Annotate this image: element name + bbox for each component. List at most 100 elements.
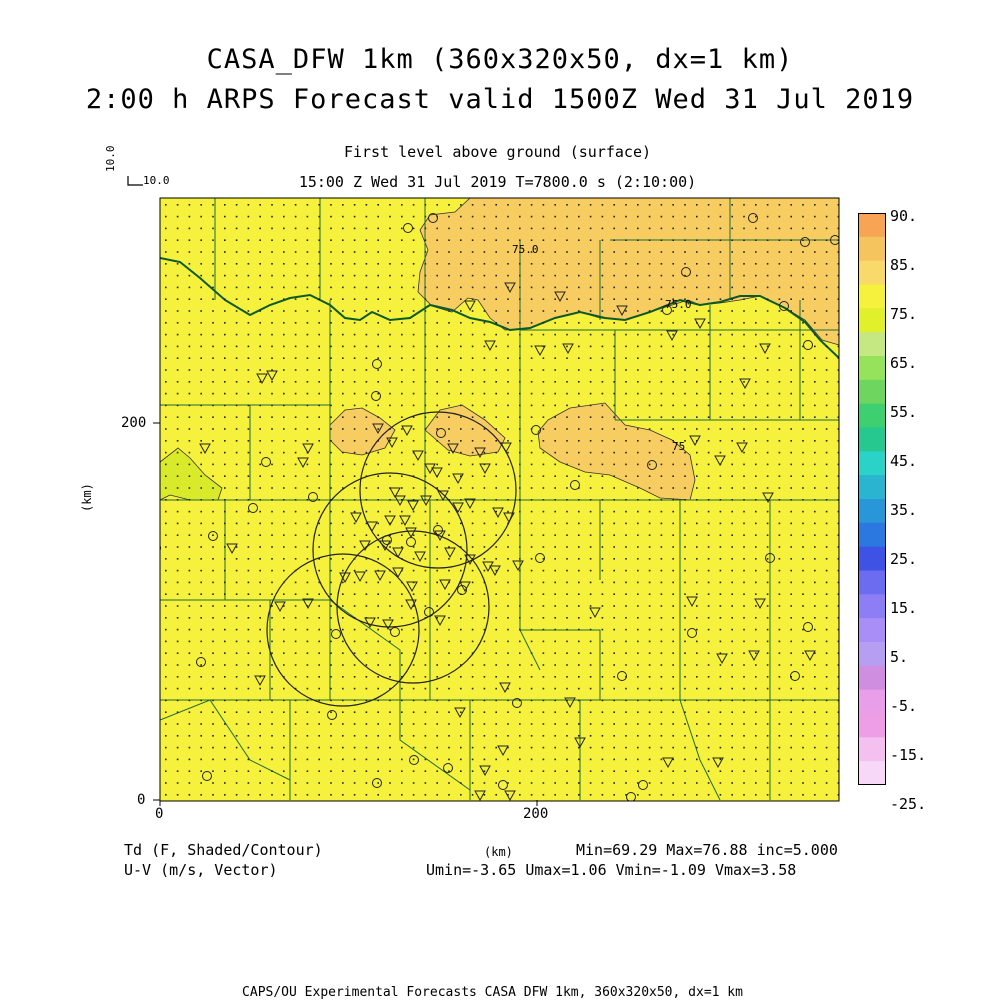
wind-vector bbox=[306, 640, 309, 643]
wind-vector bbox=[483, 758, 486, 761]
wind-vector bbox=[519, 640, 521, 643]
wind-vector bbox=[212, 782, 214, 784]
wind-vector bbox=[578, 345, 580, 348]
colorbar-segment bbox=[858, 213, 886, 238]
wind-vector bbox=[731, 640, 733, 643]
wind-vector bbox=[766, 451, 769, 454]
wind-vector bbox=[814, 758, 816, 761]
wind-vector bbox=[495, 274, 497, 277]
wind-vector bbox=[389, 274, 391, 277]
wind-vector bbox=[165, 628, 167, 631]
wind-vector bbox=[377, 593, 379, 595]
wind-vector bbox=[224, 404, 226, 407]
wind-vector bbox=[672, 487, 674, 489]
wind-vector bbox=[719, 522, 722, 525]
wind-vector bbox=[212, 687, 214, 690]
wind-vector bbox=[495, 617, 497, 619]
wind-vector bbox=[790, 510, 792, 513]
wind-vector bbox=[625, 298, 627, 300]
wind-vector bbox=[507, 416, 509, 418]
wind-vector bbox=[578, 687, 580, 690]
wind-vector bbox=[660, 487, 663, 489]
wind-vector bbox=[696, 357, 698, 359]
wind-vector bbox=[578, 286, 580, 289]
wind-vector bbox=[837, 546, 839, 548]
wind-vector bbox=[719, 345, 722, 348]
wind-vector bbox=[448, 699, 450, 702]
wind-vector bbox=[696, 204, 698, 206]
wind-vector bbox=[436, 227, 438, 230]
station-triangle bbox=[405, 527, 417, 539]
wind-vector bbox=[165, 451, 167, 454]
wind-vector bbox=[436, 310, 438, 312]
wind-vector bbox=[165, 381, 167, 383]
wind-vector bbox=[200, 794, 202, 796]
wind-vector bbox=[743, 204, 745, 206]
wind-vector bbox=[648, 711, 651, 713]
wind-vector bbox=[259, 711, 261, 713]
station-triangle bbox=[574, 737, 586, 749]
wind-vector bbox=[165, 640, 167, 643]
wind-vector bbox=[259, 475, 261, 477]
wind-vector bbox=[377, 392, 379, 395]
wind-vector bbox=[566, 322, 568, 324]
wind-vector bbox=[235, 723, 238, 725]
wind-vector bbox=[271, 758, 273, 761]
wind-vector bbox=[613, 546, 615, 548]
wind-vector bbox=[707, 404, 710, 407]
station-triangle bbox=[401, 425, 413, 437]
wind-vector bbox=[554, 416, 556, 418]
wind-vector bbox=[578, 369, 580, 371]
wind-vector bbox=[460, 510, 462, 513]
wind-vector bbox=[566, 416, 568, 418]
wind-vector bbox=[212, 711, 214, 713]
wind-vector bbox=[837, 416, 839, 418]
wind-vector bbox=[837, 333, 839, 336]
wind-vector bbox=[743, 475, 745, 477]
wind-vector bbox=[212, 487, 214, 489]
wind-vector bbox=[306, 310, 309, 312]
wind-vector bbox=[412, 274, 415, 277]
wind-vector bbox=[424, 239, 427, 241]
wind-vector bbox=[294, 605, 297, 607]
wind-vector bbox=[719, 558, 722, 560]
wind-vector bbox=[271, 770, 273, 772]
wind-vector bbox=[188, 782, 191, 784]
wind-vector bbox=[519, 487, 521, 489]
wind-vector bbox=[294, 735, 297, 737]
wind-vector bbox=[648, 298, 651, 300]
wind-vector bbox=[731, 239, 733, 241]
wind-vector bbox=[837, 534, 839, 536]
wind-vector bbox=[672, 440, 674, 442]
wind-vector bbox=[389, 357, 391, 359]
wind-vector bbox=[318, 711, 320, 713]
wind-vector bbox=[342, 227, 344, 230]
wind-vector bbox=[318, 310, 320, 312]
wind-vector bbox=[660, 475, 663, 477]
wind-vector bbox=[660, 204, 663, 206]
wind-vector bbox=[731, 404, 733, 407]
station-triangle bbox=[497, 745, 509, 757]
wind-vector bbox=[613, 628, 615, 631]
wind-vector bbox=[330, 440, 332, 442]
wind-vector bbox=[200, 322, 202, 324]
wind-vector bbox=[365, 676, 368, 678]
wind-vector bbox=[483, 487, 486, 489]
wind-vector bbox=[235, 463, 238, 466]
wind-vector bbox=[424, 546, 427, 548]
wind-vector bbox=[412, 782, 415, 784]
wind-vector bbox=[731, 758, 733, 761]
wind-vector bbox=[613, 735, 615, 737]
wind-vector bbox=[696, 723, 698, 725]
wind-vector bbox=[342, 640, 344, 643]
wind-vector bbox=[200, 215, 202, 218]
wind-vector bbox=[259, 510, 261, 513]
wind-vector bbox=[589, 286, 592, 289]
wind-vector bbox=[766, 369, 769, 371]
wind-vector bbox=[495, 605, 497, 607]
wind-vector bbox=[625, 794, 627, 796]
wind-vector bbox=[660, 440, 663, 442]
wind-vector bbox=[306, 770, 309, 772]
wind-vector bbox=[188, 369, 191, 371]
wind-vector bbox=[601, 794, 604, 796]
